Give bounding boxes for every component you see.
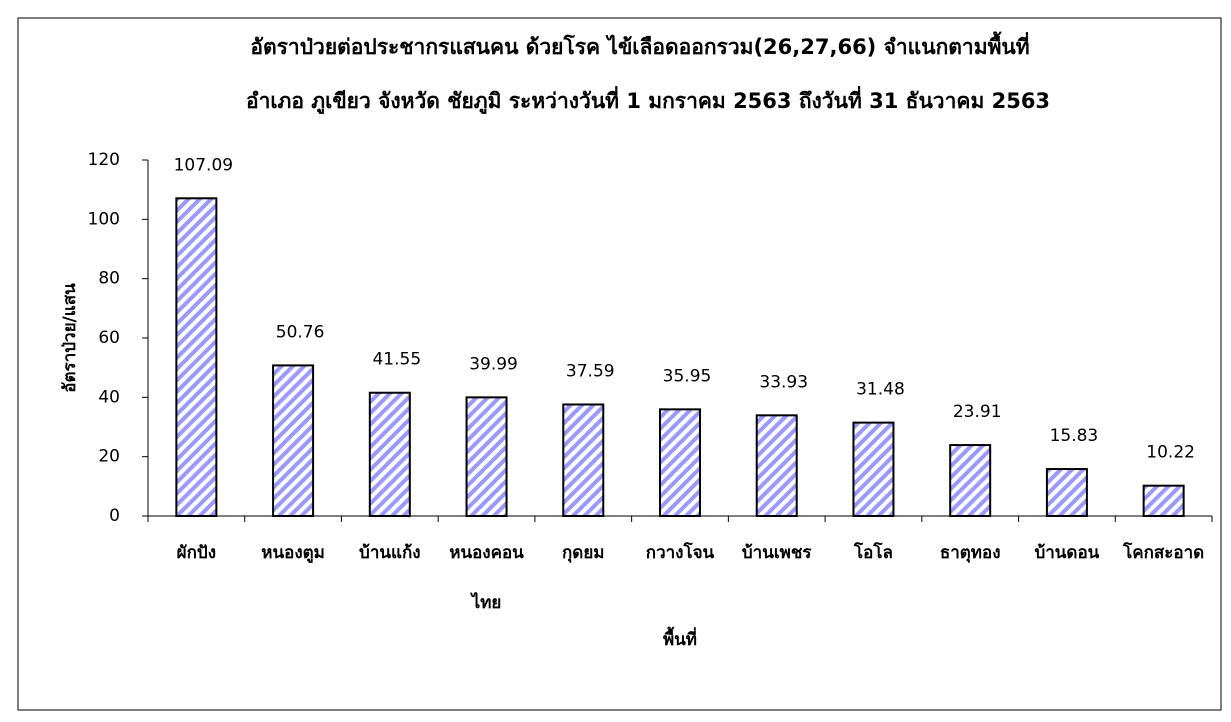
y-tick-label: 0 <box>109 506 120 526</box>
x-tick-label: ผักปัง <box>176 543 217 563</box>
value-label: 107.09 <box>174 155 233 175</box>
y-axis-label: อัตราป่วย/แสน <box>60 283 80 393</box>
chart-subtitle: อำเภอ ภูเขียว จังหวัด ชัยภูมิ ระหว่างวัน… <box>246 85 1050 115</box>
x-tick-label: หนองคอน ไทย <box>449 543 524 613</box>
y-tick-label: 80 <box>98 269 120 289</box>
y-tick-label: 20 <box>98 447 120 467</box>
x-tick-label: กุดยม <box>562 543 605 563</box>
x-tick-label: บ้านแก้ง <box>359 543 421 563</box>
bar <box>1045 468 1088 517</box>
bar <box>465 396 508 518</box>
x-tick-label: กวางโจน <box>645 543 715 563</box>
bar <box>368 391 411 517</box>
x-axis-label: พื้นที่ <box>663 626 697 650</box>
chart-frame <box>17 17 1222 711</box>
bar <box>659 408 701 517</box>
y-tick-label: 60 <box>98 328 120 348</box>
x-tick-label: โอโล <box>853 543 893 563</box>
value-label: 31.48 <box>856 380 905 400</box>
chart-title: อัตราป่วยต่อประชากรแสนคน ด้วยโรค ไข้เลือ… <box>250 31 1029 59</box>
value-label: 15.83 <box>1050 426 1099 446</box>
x-tick-label: ธาตุทอง <box>939 543 1001 563</box>
value-label: 33.93 <box>759 372 808 392</box>
bar <box>562 403 605 517</box>
value-label: 35.95 <box>663 366 712 386</box>
y-tick-label: 120 <box>88 150 120 170</box>
bar <box>272 364 315 517</box>
value-label: 37.59 <box>566 361 615 381</box>
x-tick-label: บ้านเพชร <box>741 543 812 563</box>
bar <box>755 414 798 517</box>
value-label: 50.76 <box>276 322 325 342</box>
value-label: 41.55 <box>372 350 421 370</box>
x-tick-label: หนองตูม <box>261 543 325 563</box>
value-label: 10.22 <box>1146 443 1195 463</box>
x-tick-label: บ้านดอน <box>1034 543 1100 563</box>
y-tick-label: 100 <box>88 209 120 229</box>
x-tick-label: โคกสะอาด <box>1123 543 1205 563</box>
y-tick-label: 40 <box>98 387 120 407</box>
value-label: 23.91 <box>953 402 1002 422</box>
bar <box>852 421 895 518</box>
bar <box>1142 484 1185 517</box>
bar <box>175 197 218 518</box>
bar <box>949 444 992 517</box>
value-label: 39.99 <box>469 354 518 374</box>
